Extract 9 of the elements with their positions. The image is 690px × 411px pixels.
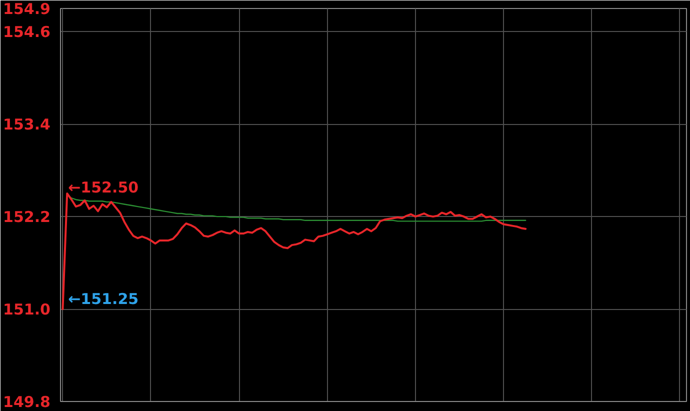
y-tick-label: 151.0 [3,300,51,319]
y-tick-label: 154.9 [3,0,51,18]
y-tick-label: 154.6 [3,23,51,42]
y-tick-label: 153.4 [3,116,51,134]
annotation: ←151.25 [68,290,139,308]
line-series [62,192,527,310]
y-tick-label: 149.8 [3,393,51,411]
annotation: ←152.50 [68,178,139,196]
y-tick-label: 152.2 [3,208,51,226]
